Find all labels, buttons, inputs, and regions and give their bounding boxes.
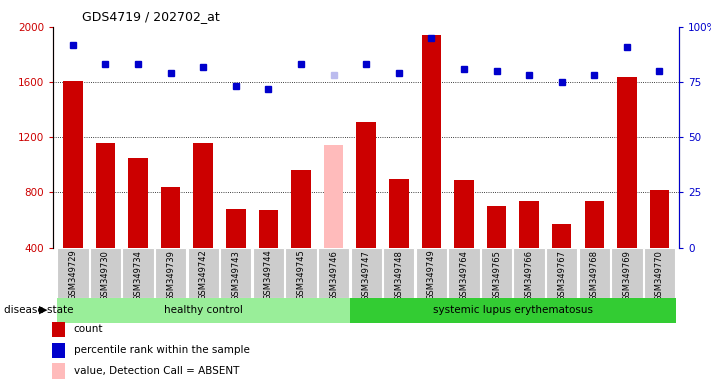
Bar bbox=[161, 187, 181, 248]
Bar bbox=[617, 76, 636, 248]
Text: percentile rank within the sample: percentile rank within the sample bbox=[73, 345, 250, 355]
Bar bbox=[422, 35, 441, 248]
Bar bbox=[513, 248, 545, 298]
Text: GSM349765: GSM349765 bbox=[492, 250, 501, 301]
Bar bbox=[52, 343, 65, 358]
Bar bbox=[63, 81, 82, 248]
Bar bbox=[487, 206, 506, 248]
Text: GSM349769: GSM349769 bbox=[622, 250, 631, 301]
Bar bbox=[351, 248, 382, 298]
Bar bbox=[57, 248, 88, 298]
Text: healthy control: healthy control bbox=[164, 305, 242, 315]
Bar bbox=[193, 144, 213, 248]
Text: GSM349766: GSM349766 bbox=[525, 250, 533, 301]
Bar bbox=[128, 158, 148, 248]
Bar bbox=[416, 248, 447, 298]
Text: GSM349729: GSM349729 bbox=[68, 250, 77, 300]
Bar bbox=[292, 170, 311, 248]
Text: GSM349743: GSM349743 bbox=[231, 250, 240, 301]
Text: GSM349746: GSM349746 bbox=[329, 250, 338, 301]
Bar bbox=[552, 224, 572, 248]
Bar bbox=[57, 298, 350, 323]
Bar bbox=[52, 364, 65, 379]
Text: GSM349749: GSM349749 bbox=[427, 250, 436, 300]
Text: ▶: ▶ bbox=[39, 305, 48, 315]
Bar bbox=[96, 144, 115, 248]
Bar bbox=[650, 190, 669, 248]
Bar bbox=[383, 248, 415, 298]
Text: GDS4719 / 202702_at: GDS4719 / 202702_at bbox=[82, 10, 220, 23]
Bar bbox=[324, 145, 343, 248]
Bar bbox=[90, 248, 121, 298]
Text: GSM349742: GSM349742 bbox=[199, 250, 208, 300]
Bar bbox=[52, 321, 65, 337]
Bar bbox=[155, 248, 186, 298]
Text: GSM349764: GSM349764 bbox=[459, 250, 469, 301]
Bar bbox=[481, 248, 512, 298]
Text: GSM349734: GSM349734 bbox=[134, 250, 142, 301]
Bar bbox=[519, 201, 539, 248]
Bar bbox=[448, 248, 479, 298]
Bar bbox=[226, 209, 245, 248]
Text: GSM349739: GSM349739 bbox=[166, 250, 175, 301]
Bar bbox=[584, 201, 604, 248]
Bar bbox=[318, 248, 349, 298]
Bar bbox=[611, 248, 643, 298]
Bar bbox=[579, 248, 610, 298]
Bar bbox=[122, 248, 154, 298]
Bar bbox=[356, 122, 376, 248]
Text: GSM349770: GSM349770 bbox=[655, 250, 664, 301]
Bar bbox=[350, 298, 675, 323]
Bar bbox=[188, 248, 219, 298]
Text: GSM349745: GSM349745 bbox=[296, 250, 306, 300]
Text: GSM349767: GSM349767 bbox=[557, 250, 566, 301]
Bar bbox=[643, 248, 675, 298]
Bar bbox=[252, 248, 284, 298]
Bar bbox=[546, 248, 577, 298]
Bar bbox=[259, 210, 278, 248]
Text: disease state: disease state bbox=[4, 305, 73, 315]
Text: systemic lupus erythematosus: systemic lupus erythematosus bbox=[433, 305, 593, 315]
Text: GSM349744: GSM349744 bbox=[264, 250, 273, 300]
Text: GSM349747: GSM349747 bbox=[362, 250, 370, 301]
Bar bbox=[389, 179, 409, 248]
Text: GSM349730: GSM349730 bbox=[101, 250, 110, 301]
Text: value, Detection Call = ABSENT: value, Detection Call = ABSENT bbox=[73, 366, 239, 376]
Text: GSM349768: GSM349768 bbox=[590, 250, 599, 301]
Text: count: count bbox=[73, 324, 103, 334]
Bar bbox=[220, 248, 252, 298]
Text: GSM349748: GSM349748 bbox=[395, 250, 403, 301]
Bar bbox=[285, 248, 316, 298]
Bar bbox=[454, 180, 474, 248]
